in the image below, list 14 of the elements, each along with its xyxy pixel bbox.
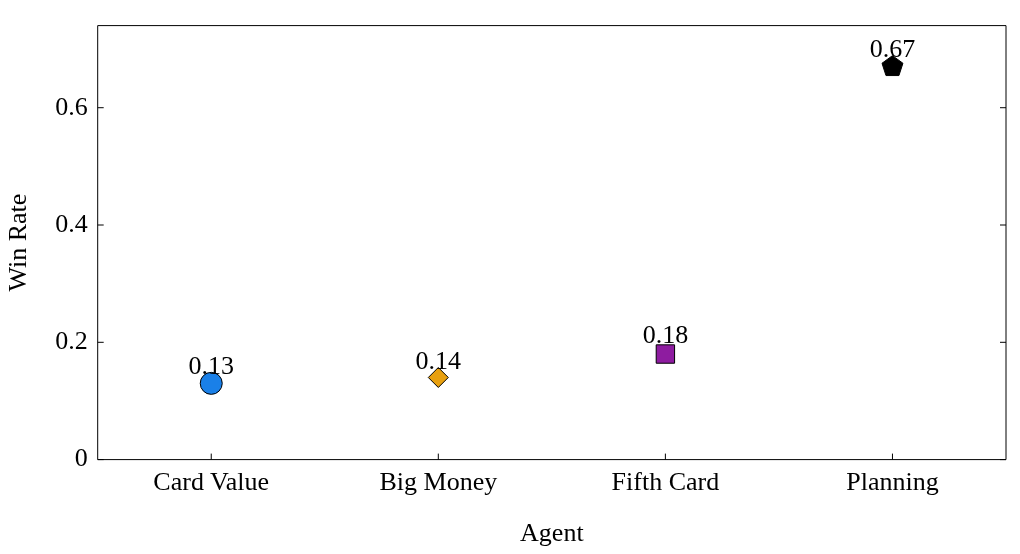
x-tick-label: Big Money xyxy=(379,467,498,497)
y-tick-label: 0 xyxy=(74,443,88,473)
y-tick-label: 0.2 xyxy=(55,326,88,356)
y-tick-label: 0.4 xyxy=(55,208,88,238)
x-tick-label: Planning xyxy=(846,467,939,497)
y-tick-label: 0.6 xyxy=(55,91,88,121)
data-label: 0.18 xyxy=(642,319,689,349)
data-label: 0.14 xyxy=(415,346,462,376)
data-label: 0.13 xyxy=(188,351,234,381)
data-label: 0.67 xyxy=(869,34,916,64)
x-axis-title: Agent xyxy=(520,518,585,548)
x-tick-label: Card Value xyxy=(153,467,270,497)
y-axis-title: Win Rate xyxy=(3,193,33,292)
x-tick-label: Fifth Card xyxy=(611,467,720,497)
